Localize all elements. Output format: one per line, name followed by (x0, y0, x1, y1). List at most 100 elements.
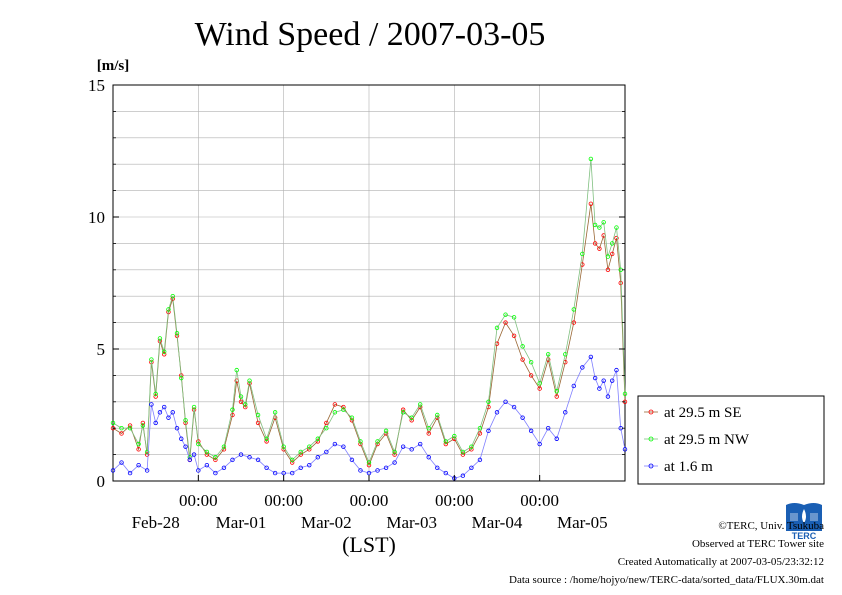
data-point (149, 402, 154, 407)
data-point (601, 378, 606, 383)
data-point (358, 439, 363, 444)
data-point (588, 201, 594, 206)
data-point (494, 325, 500, 331)
x-tick-date: Mar-03 (386, 513, 437, 532)
data-point (383, 428, 389, 434)
data-point (290, 457, 295, 463)
legend-marker (648, 409, 654, 415)
data-point (298, 465, 303, 470)
data-point (247, 378, 252, 383)
y-tick-label: 15 (88, 76, 105, 95)
data-point (140, 420, 146, 426)
created-text: Created Automatically at 2007-03-05/23:3… (617, 556, 824, 568)
data-point (375, 439, 380, 444)
data-point (204, 462, 210, 468)
data-point (234, 367, 239, 373)
x-tick-time: 00:00 (520, 491, 559, 510)
data-point (511, 404, 517, 410)
data-point (174, 426, 180, 431)
data-point (272, 470, 278, 476)
data-point (341, 444, 346, 449)
series-group (110, 156, 628, 481)
data-point (588, 354, 594, 360)
data-point (366, 460, 372, 465)
data-point (170, 294, 175, 299)
data-point (281, 470, 286, 476)
data-point (247, 455, 252, 460)
data-point (511, 333, 517, 338)
data-point (592, 222, 598, 228)
data-point (537, 381, 542, 386)
data-point (383, 465, 389, 470)
data-point (243, 404, 248, 410)
data-point (161, 349, 167, 354)
data-point (149, 357, 154, 362)
data-point (161, 352, 167, 357)
data-point (179, 375, 184, 381)
data-point (238, 394, 244, 399)
data-point (486, 428, 491, 434)
y-tick-label: 5 (97, 340, 106, 359)
data-point (460, 452, 466, 457)
data-point (166, 307, 171, 312)
legend-label: at 1.6 m (664, 459, 713, 475)
data-point (230, 407, 235, 412)
data-point (281, 444, 286, 449)
legend-marker (648, 436, 654, 442)
data-point (503, 399, 508, 404)
data-point (426, 455, 431, 460)
data-point (605, 254, 611, 259)
data-point (349, 415, 355, 420)
data-point (272, 410, 278, 415)
x-tick-date: Feb-28 (132, 513, 180, 532)
x-axis-ticks: 00:00 00:00 00:00 00:00 00:00 Feb-28 Mar-01 Mar… (132, 475, 608, 532)
data-point (610, 241, 615, 246)
data-point (153, 394, 158, 399)
data-point (443, 441, 448, 447)
data-point (520, 344, 525, 349)
data-point (307, 447, 312, 452)
data-point (477, 457, 483, 463)
y-tick-label: 0 (97, 472, 106, 491)
data-point (605, 394, 611, 399)
data-point (166, 415, 171, 420)
data-point (221, 465, 227, 470)
data-point (528, 360, 534, 365)
data-point (400, 444, 406, 449)
legend: at 29.5 m SE at 29.5 m NW at 1.6 m (637, 395, 825, 485)
data-point (341, 404, 346, 410)
data-point (520, 415, 525, 420)
data-point (511, 315, 517, 320)
data-point (174, 330, 180, 336)
x-tick-time: 00:00 (264, 491, 303, 510)
data-point (238, 399, 244, 404)
data-point (157, 336, 163, 341)
data-point (153, 391, 158, 397)
data-point (426, 426, 431, 431)
data-point (580, 251, 585, 257)
data-point (588, 156, 594, 162)
data-point (230, 457, 235, 463)
data-point (392, 449, 397, 455)
data-point (366, 470, 372, 476)
data-point (554, 436, 559, 441)
data-point (157, 410, 163, 415)
data-point (255, 412, 261, 418)
x-tick-date: Mar-05 (557, 513, 608, 532)
y-tick-label: 10 (88, 208, 105, 227)
data-point (183, 444, 188, 449)
data-point (477, 431, 483, 436)
grid (113, 85, 625, 481)
data-point (546, 352, 551, 357)
x-tick-date: Mar-01 (216, 513, 267, 532)
data-source-text: Data source : /home/hojyo/new/TERC-data/… (509, 574, 824, 586)
chart-title: Wind Speed / 2007-03-05 (195, 16, 546, 53)
legend-box (637, 395, 825, 485)
data-point (324, 449, 329, 455)
data-point (597, 225, 602, 230)
data-point (503, 320, 508, 325)
data-point (332, 441, 338, 447)
data-point (127, 470, 133, 476)
data-point (290, 470, 295, 476)
data-point (503, 312, 508, 317)
